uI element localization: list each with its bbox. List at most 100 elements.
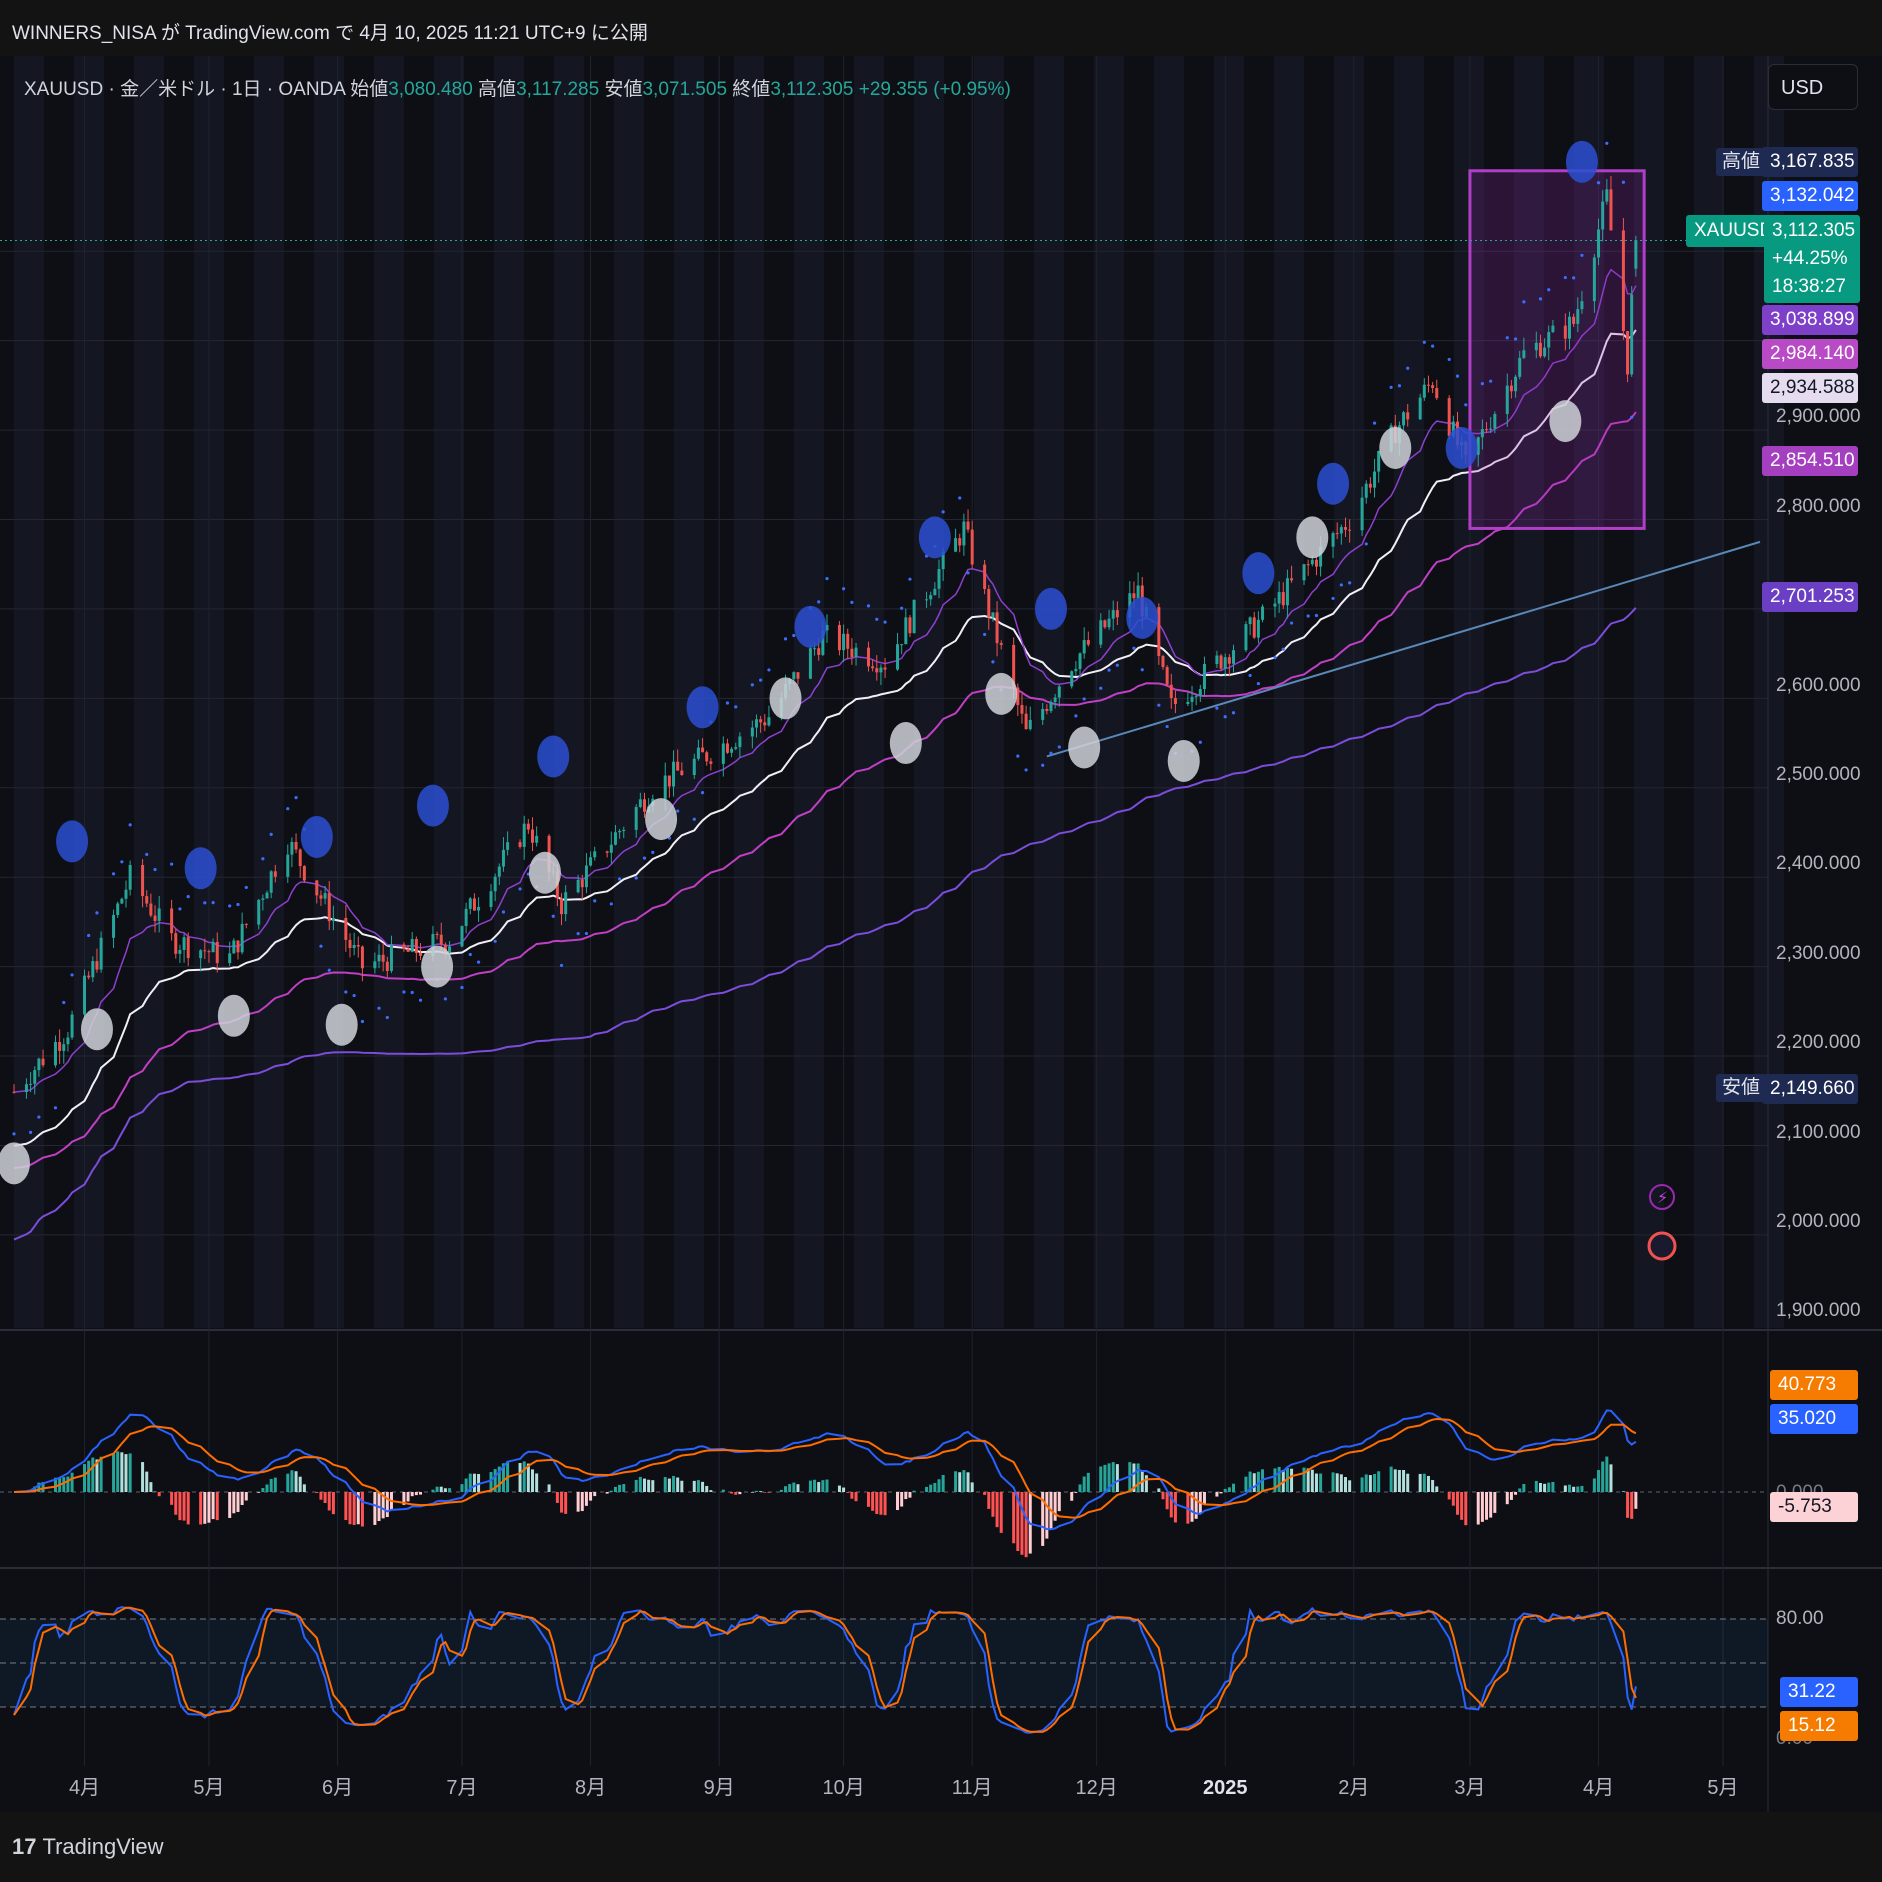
- high-value: 3,117.285: [516, 79, 600, 100]
- sar-dot: [1223, 715, 1227, 719]
- macd-histogram-bar: [1136, 1463, 1140, 1492]
- macd-histogram-bar: [298, 1476, 302, 1492]
- high-marker-label: 高値: [1716, 148, 1767, 176]
- sar-dot: [958, 496, 962, 500]
- macd-histogram-bar: [705, 1485, 709, 1492]
- macd-histogram-bar: [124, 1454, 128, 1492]
- candle-body: [319, 895, 323, 899]
- candle-body: [564, 892, 568, 915]
- candle-body: [199, 950, 203, 959]
- candle-body: [1261, 606, 1265, 620]
- candle-body: [1373, 471, 1377, 488]
- macd-histogram-bar: [331, 1492, 335, 1515]
- macd-histogram-bar: [149, 1482, 153, 1492]
- signal-circle-grey: [1167, 739, 1200, 782]
- macd-histogram-bar: [1348, 1480, 1352, 1492]
- macd-histogram-bar: [170, 1492, 174, 1505]
- candle-body: [116, 903, 120, 915]
- candle-body: [796, 672, 800, 679]
- candle-body: [145, 896, 149, 904]
- candle-body: [294, 841, 298, 850]
- candle-body: [493, 876, 497, 892]
- candle-body: [750, 727, 754, 737]
- currency-selector[interactable]: USD: [1768, 64, 1858, 110]
- candle-body: [1567, 316, 1571, 339]
- signal-circle-blue: [1126, 596, 1159, 639]
- candle-body: [1252, 617, 1256, 638]
- candle-body: [468, 898, 472, 909]
- price-tag-indigo: 2,701.253: [1762, 582, 1858, 612]
- macd-histogram-bar: [663, 1477, 667, 1492]
- sar-dot: [1605, 141, 1609, 145]
- candle-body: [1339, 527, 1343, 534]
- macd-histogram-bar: [199, 1492, 203, 1525]
- candle-body: [1103, 620, 1107, 628]
- sar-dot: [1339, 583, 1343, 587]
- macd-histogram-bar: [1223, 1488, 1227, 1492]
- chart-area[interactable]: ⚡ 4月 5月 6月 7月 8月 9月 10月 11月 12月 2025 2月 3月 4月 5月: [0, 56, 1882, 1812]
- macd-histogram-bar: [1314, 1473, 1318, 1492]
- macd-histogram-bar: [667, 1478, 671, 1492]
- macd-histogram-bar: [1543, 1483, 1547, 1492]
- candle-body: [203, 950, 207, 952]
- macd-histogram-bar: [290, 1470, 294, 1492]
- candle-body: [618, 831, 622, 833]
- macd-histogram-bar: [813, 1479, 817, 1492]
- candle-body: [1057, 686, 1061, 698]
- candle-body: [170, 908, 174, 934]
- sar-dot: [559, 963, 564, 968]
- macd-histogram-bar: [66, 1476, 70, 1492]
- sar-dot: [443, 997, 447, 1001]
- candle-body: [613, 832, 617, 845]
- macd-histogram-bar: [1576, 1486, 1580, 1492]
- sar-dot: [228, 904, 232, 908]
- tradingview-brand[interactable]: 17 TradingView: [12, 1834, 164, 1860]
- sar-dot: [186, 895, 190, 899]
- sar-dot: [70, 973, 74, 977]
- candle-body: [1219, 655, 1223, 669]
- macd-histogram-bar: [680, 1480, 684, 1492]
- sar-dot: [1397, 384, 1402, 388]
- candle-body: [1186, 701, 1190, 704]
- macd-histogram-bar: [1431, 1480, 1435, 1492]
- macd-histogram-bar: [1389, 1466, 1393, 1492]
- macd-histogram-bar: [796, 1484, 800, 1492]
- macd-histogram-bar: [1256, 1471, 1260, 1492]
- candle-body: [1343, 527, 1347, 530]
- sar-dot: [1505, 336, 1509, 340]
- price-tick: 2,100.000: [1776, 1122, 1861, 1143]
- price-tag-blue: 3,132.042: [1762, 181, 1858, 211]
- macd-histogram-bar: [294, 1471, 298, 1492]
- macd-histogram-bar: [866, 1492, 870, 1507]
- candle-body: [157, 908, 161, 921]
- macd-histogram-bar: [1505, 1492, 1509, 1505]
- candle-body: [1534, 342, 1538, 351]
- macd-histogram-bar: [497, 1466, 501, 1492]
- macd-histogram-bar: [1232, 1483, 1236, 1492]
- candle-body: [738, 736, 742, 748]
- sar-dot: [1522, 300, 1526, 304]
- sar-dot: [95, 911, 99, 915]
- candle-body: [402, 944, 406, 950]
- sar-dot: [1248, 673, 1252, 678]
- sar-dot: [584, 931, 589, 936]
- candle-body: [435, 933, 439, 935]
- candle-body: [933, 588, 937, 596]
- time-axis-label: 4月: [69, 1777, 100, 1799]
- candle-body: [692, 758, 696, 775]
- macd-histogram-bar: [1099, 1466, 1103, 1492]
- candle-body: [730, 748, 734, 753]
- candle-body: [904, 617, 908, 645]
- candle-body: [1136, 585, 1140, 599]
- sar-dot: [966, 571, 970, 575]
- macd-histogram-bar: [995, 1492, 999, 1528]
- macd-histogram-bar: [1451, 1492, 1455, 1506]
- candle-body: [1572, 316, 1576, 324]
- macd-histogram-bar: [1547, 1482, 1551, 1492]
- candle-body: [506, 842, 510, 850]
- sar-dot: [1132, 646, 1136, 650]
- macd-histogram-bar: [186, 1492, 190, 1525]
- candle-body: [1551, 325, 1555, 333]
- macd-histogram-bar: [991, 1492, 995, 1517]
- macd-histogram-bar: [1509, 1492, 1513, 1500]
